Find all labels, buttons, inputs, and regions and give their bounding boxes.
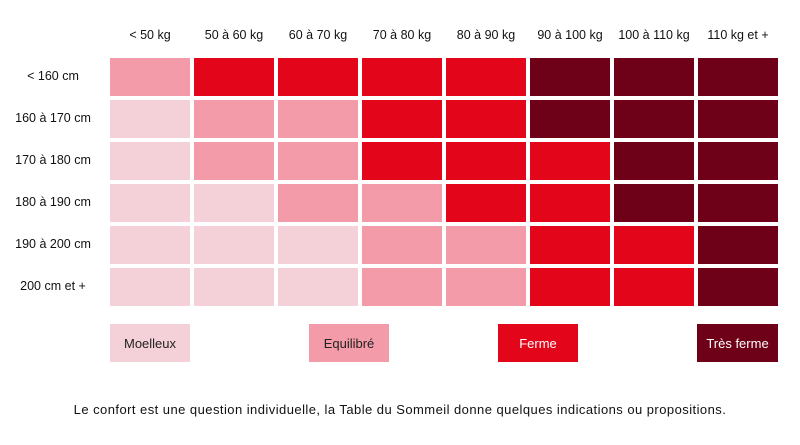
column-header-weight: < 50 kg xyxy=(129,28,171,42)
firmness-cell xyxy=(278,268,358,306)
firmness-cell xyxy=(278,184,358,222)
firmness-cell xyxy=(530,226,610,264)
column-header-weight: 110 kg et + xyxy=(707,28,769,42)
firmness-cell xyxy=(698,184,778,222)
legend-label: Moelleux xyxy=(123,335,177,351)
column-header-weight: 60 à 70 kg xyxy=(288,28,348,42)
firmness-cell xyxy=(110,226,190,264)
firmness-cell xyxy=(278,226,358,264)
column-header-weight: 90 à 100 kg xyxy=(537,28,603,42)
firmness-cell xyxy=(194,268,274,306)
firmness-cell xyxy=(194,184,274,222)
firmness-cell xyxy=(278,142,358,180)
column-header-weight: 80 à 90 kg xyxy=(456,28,516,42)
firmness-cell xyxy=(698,268,778,306)
column-header-weight: 70 à 80 kg xyxy=(372,28,432,42)
firmness-cell xyxy=(614,226,694,264)
firmness-cell xyxy=(698,100,778,138)
firmness-cell xyxy=(530,142,610,180)
firmness-cell xyxy=(110,268,190,306)
row-header-height: 190 à 200 cm xyxy=(15,237,91,251)
firmness-cell xyxy=(446,100,526,138)
firmness-cell xyxy=(446,268,526,306)
firmness-cell xyxy=(110,184,190,222)
legend-item: Ferme xyxy=(498,324,578,362)
column-header-weight: 50 à 60 kg xyxy=(204,28,264,42)
firmness-cell xyxy=(362,142,442,180)
firmness-table: < 50 kg 50 à 60 kg 60 à 70 kg 70 à 80 kg 80 … xyxy=(15,28,778,306)
firmness-cell xyxy=(194,100,274,138)
firmness-cell xyxy=(530,100,610,138)
firmness-cell xyxy=(698,142,778,180)
firmness-cell xyxy=(614,184,694,222)
firmness-cell xyxy=(362,226,442,264)
firmness-cell xyxy=(362,100,442,138)
firmness-cell xyxy=(110,100,190,138)
firmness-cell xyxy=(698,226,778,264)
firmness-cell xyxy=(614,268,694,306)
legend-label: Ferme xyxy=(519,335,557,351)
firmness-cell xyxy=(362,268,442,306)
firmness-cell xyxy=(362,58,442,96)
firmness-cell xyxy=(446,226,526,264)
legend-item: Très ferme xyxy=(697,324,778,362)
footnote: Le confort est une question individuelle… xyxy=(73,402,727,417)
firmness-cell xyxy=(278,58,358,96)
row-header-height: 200 cm et + xyxy=(20,279,86,293)
firmness-cell xyxy=(194,142,274,180)
firmness-cell xyxy=(446,184,526,222)
firmness-cell xyxy=(362,184,442,222)
legend-label: Très ferme xyxy=(706,335,769,351)
firmness-cell xyxy=(110,58,190,96)
row-header-height: < 160 cm xyxy=(27,69,79,83)
firmness-cell xyxy=(698,58,778,96)
row-header-height: 180 à 190 cm xyxy=(15,195,91,209)
firmness-cell xyxy=(194,226,274,264)
firmness-cell xyxy=(110,142,190,180)
legend-item: Equilibré xyxy=(309,324,389,362)
firmness-cell xyxy=(446,142,526,180)
row-header-height: 160 à 170 cm xyxy=(15,111,91,125)
firmness-cell xyxy=(614,58,694,96)
legend-label: Equilibré xyxy=(323,335,375,351)
firmness-cell xyxy=(614,142,694,180)
firmness-cell xyxy=(530,58,610,96)
firmness-cell xyxy=(194,58,274,96)
legend-item: Moelleux xyxy=(110,324,190,362)
firmness-cell xyxy=(278,100,358,138)
firmness-cell xyxy=(530,184,610,222)
row-header-height: 170 à 180 cm xyxy=(15,153,91,167)
column-header-weight: 100 à 110 kg xyxy=(618,28,690,42)
firmness-cell xyxy=(614,100,694,138)
firmness-cell xyxy=(530,268,610,306)
firmness-cell xyxy=(446,58,526,96)
